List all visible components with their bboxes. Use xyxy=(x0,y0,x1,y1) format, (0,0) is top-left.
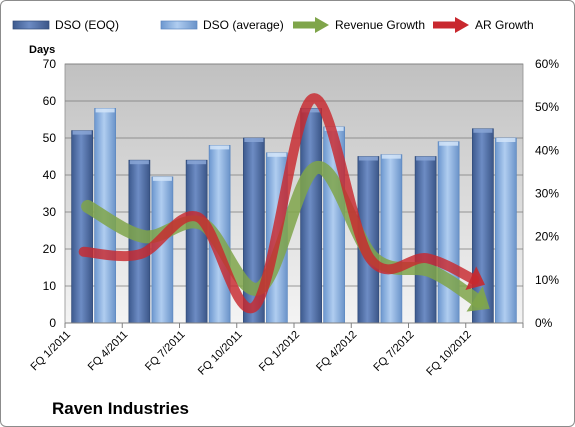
y-tick-label: 0 xyxy=(49,316,56,330)
legend-dso-average-swatch xyxy=(160,20,198,30)
y-tick-label: 30 xyxy=(43,205,57,219)
bar-top-highlight xyxy=(72,130,92,135)
legend-dso-eoq-label: DSO (EOQ) xyxy=(55,18,119,32)
bar-dso-eoq xyxy=(414,156,437,324)
y-tick-label: 10 xyxy=(43,279,57,293)
bar-top-highlight xyxy=(95,108,115,113)
x-tick-label: FQ 10/2011 xyxy=(196,329,245,378)
bar-dso-average xyxy=(437,141,460,324)
bar-dso-average xyxy=(380,154,403,324)
y-tick-label: 50 xyxy=(43,131,57,145)
x-tick-label: FQ 4/2011 xyxy=(86,329,131,374)
bar-dso-average xyxy=(495,137,517,324)
bar-top-highlight xyxy=(496,138,516,142)
bar-top-highlight xyxy=(129,160,149,165)
x-tick-label: FQ 4/2012 xyxy=(314,329,359,374)
y2-tick-label: 20% xyxy=(535,230,559,244)
bar-top-highlight xyxy=(381,154,401,159)
bar-dso-eoq xyxy=(300,108,322,324)
y2-tick-label: 0% xyxy=(535,316,553,330)
y-tick-label: 70 xyxy=(43,57,57,71)
x-tick-label: FQ 7/2011 xyxy=(143,329,188,374)
bar-dso-eoq xyxy=(71,130,93,324)
ar-growth-line xyxy=(78,93,480,314)
legend-revenue-growth-swatch-head xyxy=(315,17,329,33)
bar-top-highlight xyxy=(416,156,436,161)
bar-dso-eoq xyxy=(185,159,208,324)
y-tick-label: 20 xyxy=(43,242,57,256)
revenue-growth-line-arrowhead xyxy=(466,286,490,312)
legend-ar-growth-swatch-head xyxy=(455,17,469,33)
chart-title: Raven Industries xyxy=(52,399,189,418)
y2-tick-label: 60% xyxy=(535,57,559,71)
x-tick-label: FQ 10/2012 xyxy=(424,329,474,379)
y-axis-title: Days xyxy=(29,44,55,56)
bar-top-highlight xyxy=(358,156,378,161)
bar-top-highlight xyxy=(473,128,493,133)
y2-tick-label: 40% xyxy=(535,143,559,157)
x-tick-label: FQ 7/2012 xyxy=(371,329,416,374)
bar-top-highlight xyxy=(439,141,459,146)
legend: DSO (EOQ) DSO (average) Revenue Growth AR G… xyxy=(12,17,534,33)
growth-arrows-layer xyxy=(78,93,490,314)
x-tick-label: FQ 1/2011 xyxy=(28,329,73,374)
bar-top-highlight xyxy=(244,138,264,142)
bar-top-highlight xyxy=(152,176,172,181)
x-tick-label: FQ 1/2012 xyxy=(257,329,302,374)
legend-dso-eoq-swatch xyxy=(12,20,50,30)
legend-dso-average-label: DSO (average) xyxy=(203,18,284,32)
bar-top-highlight xyxy=(187,160,207,165)
y2-tick-label: 50% xyxy=(535,100,559,114)
y-tick-label: 60 xyxy=(43,94,57,108)
ar-growth-line-arrowhead xyxy=(465,266,486,291)
legend-revenue-growth-label: Revenue Growth xyxy=(335,18,425,32)
legend-ar-growth-label: AR Growth xyxy=(475,18,534,32)
bar-top-highlight xyxy=(267,152,287,157)
bar-top-highlight xyxy=(210,145,230,150)
bar-top-highlight xyxy=(301,108,321,113)
y-tick-label: 40 xyxy=(43,168,57,182)
y2-tick-label: 30% xyxy=(535,187,559,201)
y2-tick-label: 10% xyxy=(535,273,559,287)
